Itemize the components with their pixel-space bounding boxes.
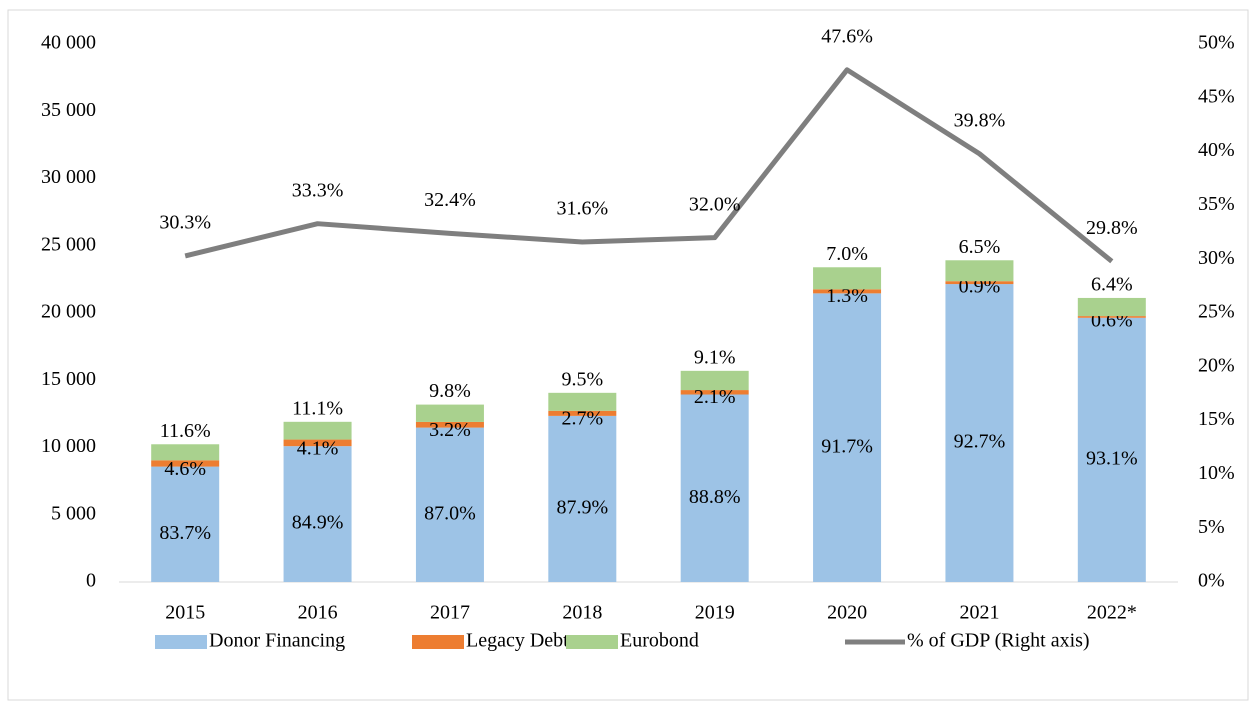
bar-segment (680, 370, 749, 391)
share-label: 92.7% (954, 431, 1006, 453)
legend-swatch (566, 635, 618, 649)
share-label: 9.5% (561, 368, 603, 390)
y-tick-label: 20 000 (41, 301, 96, 323)
share-label: 4.6% (164, 458, 206, 480)
share-label: 83.7% (159, 522, 211, 544)
bar-segment (151, 444, 220, 461)
bar-segment (945, 260, 1014, 282)
bar-segment (283, 439, 352, 447)
line-label: 30.3% (159, 212, 211, 234)
line (184, 67, 1114, 264)
bar-segment (151, 466, 220, 582)
share-label: 84.9% (292, 512, 344, 534)
bar-segment (1077, 316, 1146, 318)
legend-swatch (155, 635, 207, 649)
x-tick-label: 2015 (165, 602, 205, 624)
bar-segment (548, 392, 617, 411)
y2-tick-label: 10% (1198, 462, 1235, 484)
bar-segment (945, 284, 1014, 582)
y2-tick-label: 45% (1198, 85, 1235, 107)
share-label: 6.4% (1091, 274, 1133, 296)
line-label: 32.4% (424, 189, 476, 211)
line-label: 32.0% (689, 193, 741, 215)
bar-segment (415, 427, 484, 582)
share-label: 11.6% (160, 420, 211, 442)
x-tick-label: 2022* (1087, 602, 1137, 624)
share-label: 2.1% (694, 386, 736, 408)
bar-segment (548, 410, 617, 416)
line-label: 39.8% (954, 109, 1006, 131)
y2-tick-label: 50% (1198, 32, 1235, 54)
share-label: 93.1% (1086, 447, 1138, 469)
bar-segment (415, 421, 484, 428)
y-tick-label: 35 000 (41, 99, 96, 121)
line-label: 33.3% (292, 179, 344, 201)
bar-segment (1077, 317, 1146, 582)
legend-swatch (412, 635, 464, 649)
y2-tick-label: 40% (1198, 139, 1235, 161)
share-label: 9.1% (694, 346, 736, 368)
y-tick-label: 0 (86, 570, 96, 592)
y-tick-label: 10 000 (41, 435, 96, 457)
bar-segment (1077, 297, 1146, 317)
y2-tick-label: 30% (1198, 247, 1235, 269)
share-label: 9.8% (429, 380, 471, 402)
bar-segment (680, 390, 749, 395)
bar-segment (415, 404, 484, 422)
bar-segment (151, 460, 220, 467)
y2-tick-label: 15% (1198, 408, 1235, 430)
x-tick-label: 2019 (695, 602, 735, 624)
y-tick-label: 30 000 (41, 166, 96, 188)
frame (7, 9, 1249, 701)
line-label: 31.6% (556, 198, 608, 220)
bar-segment (813, 267, 882, 290)
bar-segment (283, 421, 352, 440)
share-label: 2.7% (561, 407, 603, 429)
bar-segment (548, 415, 617, 582)
share-label: 91.7% (821, 435, 873, 457)
share-label: 88.8% (689, 486, 741, 508)
bar-segment (813, 289, 882, 294)
bar-segment (813, 293, 882, 582)
legend-label: Legacy Debt (466, 630, 569, 652)
share-label: 1.3% (826, 285, 868, 307)
bar-segment (283, 446, 352, 582)
bar-segment (945, 281, 1014, 285)
y2-tick-label: 35% (1198, 193, 1235, 215)
x-tick-label: 2017 (430, 602, 470, 624)
y2-tick-label: 0% (1198, 570, 1225, 592)
share-label: 11.1% (292, 397, 343, 419)
y2-tick-label: 25% (1198, 301, 1235, 323)
x-tick-label: 2021 (959, 602, 999, 624)
y2-tick-label: 5% (1198, 516, 1225, 538)
x-tick-label: 2020 (827, 602, 867, 624)
y-tick-label: 15 000 (41, 368, 96, 390)
bar-segment (680, 394, 749, 582)
y-tick-label: 25 000 (41, 233, 96, 255)
x-tick-label: 2016 (298, 602, 338, 624)
x-tick-label: 2018 (562, 602, 602, 624)
share-label: 6.5% (959, 236, 1001, 258)
line-label: 29.8% (1086, 217, 1138, 239)
share-label: 87.0% (424, 502, 476, 524)
legend-label: % of GDP (Right axis) (907, 630, 1090, 652)
line-label: 47.6% (821, 25, 873, 47)
y2-tick-label: 20% (1198, 354, 1235, 376)
y-tick-label: 40 000 (41, 32, 96, 54)
legend-label: Donor Financing (209, 630, 345, 652)
legend-label: Eurobond (620, 630, 699, 652)
y-tick-label: 5 000 (51, 502, 96, 524)
share-label: 4.1% (297, 438, 339, 460)
share-label: 87.9% (556, 497, 608, 519)
share-label: 3.2% (429, 419, 471, 441)
share-label: 7.0% (826, 243, 868, 265)
